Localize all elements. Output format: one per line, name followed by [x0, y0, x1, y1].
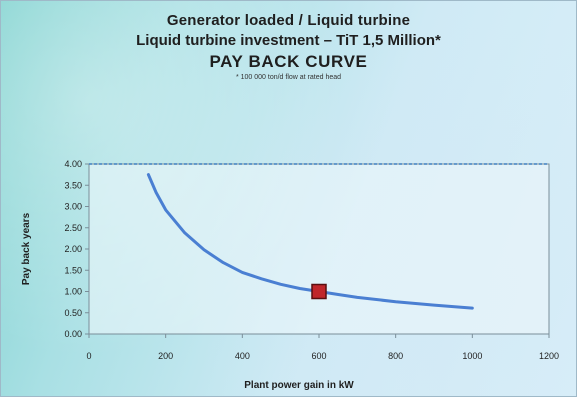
- payback-curve: [146, 173, 474, 310]
- chart-label: PAY BACK CURVE: [209, 52, 368, 71]
- x-tick-label: 1200: [539, 351, 559, 361]
- chart-titles: Generator loaded / Liquid turbine Liquid…: [1, 11, 576, 83]
- series-layer: [146, 173, 474, 310]
- highlight-marker: [311, 283, 327, 300]
- x-tick-label: 600: [311, 351, 326, 361]
- chart-note: * 100 000 ton/d flow at rated head: [235, 74, 342, 81]
- chart-title: Generator loaded / Liquid turbine: [166, 12, 411, 29]
- x-tick-label: 400: [235, 351, 250, 361]
- x-axis-label: Plant power gain in kW: [244, 380, 354, 391]
- x-tick-label: 0: [86, 351, 91, 361]
- y-tick-label: 1.50: [64, 265, 82, 275]
- y-tick-label: 0.50: [64, 308, 82, 318]
- x-tick-label: 1000: [462, 351, 482, 361]
- y-tick-label: 3.00: [64, 202, 82, 212]
- y-tick-label: 3.50: [64, 180, 82, 190]
- y-tick-label: 4.00: [64, 159, 82, 169]
- x-tick-label: 800: [388, 351, 403, 361]
- y-axis: 0.00 0.50 1.00 1.50 2.00 2.50 3.00 3.50 4.00: [64, 159, 549, 339]
- x-tick-label: 200: [158, 351, 173, 361]
- chart-subtitle: Liquid turbine investment – TiT 1,5 Mill…: [136, 32, 441, 49]
- y-tick-label: 2.00: [64, 244, 82, 254]
- y-axis-label: Pay back years: [21, 212, 32, 285]
- y-tick-label: 2.50: [64, 223, 82, 233]
- x-axis: 0 200 400 600 800 1000 1200: [86, 334, 559, 361]
- y-tick-label: 1.00: [64, 287, 82, 297]
- plot-area: [88, 163, 550, 335]
- y-tick-label: 0.00: [64, 329, 82, 339]
